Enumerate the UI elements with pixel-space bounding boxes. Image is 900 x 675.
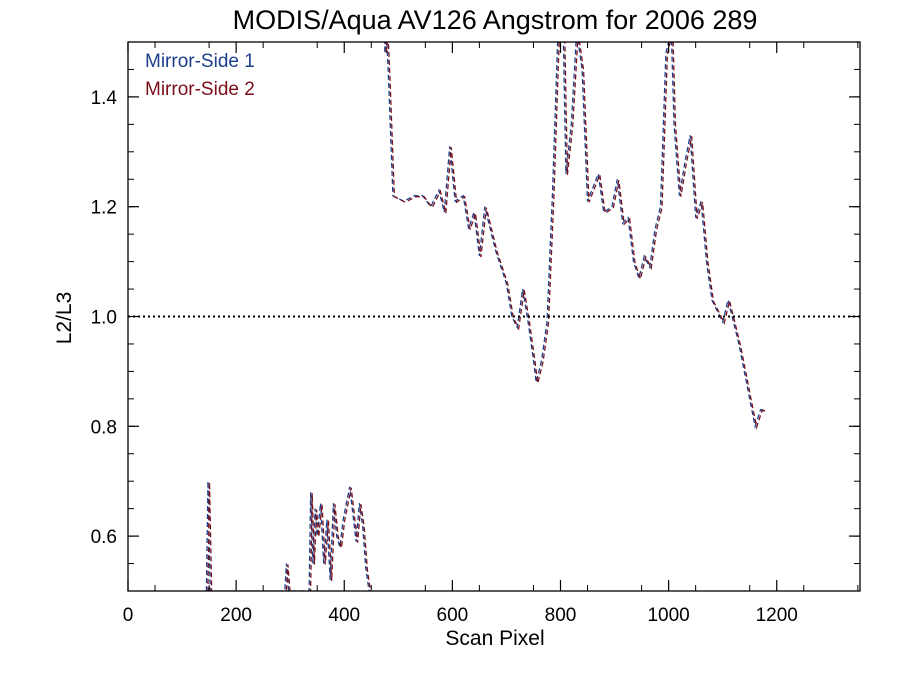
x-tick-label: 0 xyxy=(123,605,134,626)
plot-content xyxy=(181,42,805,591)
x-tick-label: 1000 xyxy=(647,605,689,626)
dashed-upper-line-series-1 xyxy=(384,42,766,429)
y-tick-label: 0.8 xyxy=(91,417,117,438)
legend-item-mirror-side-2: Mirror-Side 2 xyxy=(145,79,255,100)
y-tick-label: 1.4 xyxy=(91,88,118,109)
x-tick-label: 600 xyxy=(437,605,469,626)
x-axis-label: Scan Pixel xyxy=(445,627,544,650)
y-tick-label: 0.6 xyxy=(91,527,117,548)
x-tick-label: 1200 xyxy=(756,605,798,626)
y-tick-label: 1.0 xyxy=(91,308,117,329)
legend-item-mirror-side-1: Mirror-Side 1 xyxy=(145,51,255,72)
dashed-lower-line-series-2 xyxy=(207,482,372,591)
dashed-upper-line-series-2 xyxy=(385,42,768,430)
y-tick-label: 1.2 xyxy=(91,198,117,219)
x-tick-label: 800 xyxy=(545,605,577,626)
chart-title: MODIS/Aqua AV126 Angstrom for 2006 289 xyxy=(233,5,758,35)
x-tick-label: 400 xyxy=(328,605,360,626)
axis-ticks: 0 200 400 600 800 1000 1200 0.6 0.8 1.0 1.2 1.4 xyxy=(91,41,860,626)
x-tick-label: 200 xyxy=(220,605,252,626)
y-axis-label: L2/L3 xyxy=(53,292,76,345)
